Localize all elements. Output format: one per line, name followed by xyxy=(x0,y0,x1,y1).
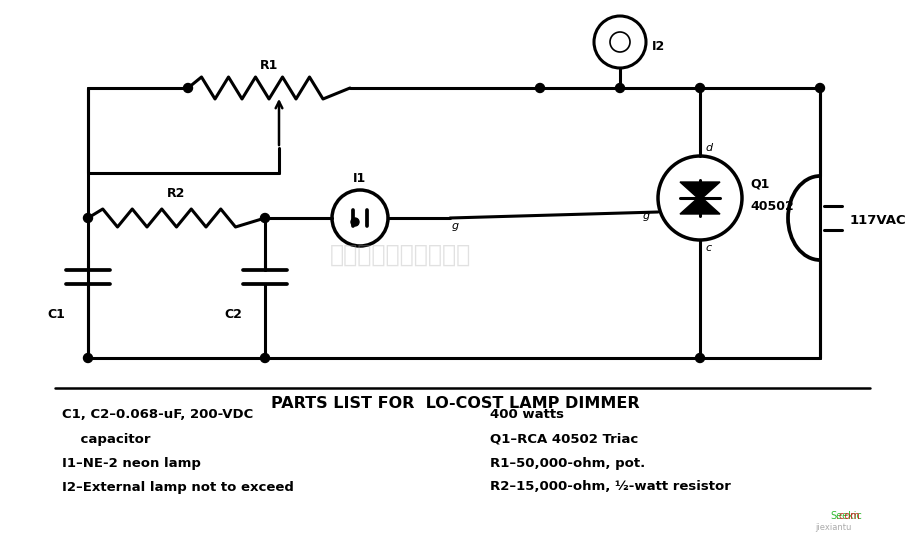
Text: 杭州将睷科技有限公司: 杭州将睷科技有限公司 xyxy=(329,243,470,267)
Text: Seekic: Seekic xyxy=(830,511,862,521)
Text: capacitor: capacitor xyxy=(62,433,150,446)
Circle shape xyxy=(815,84,824,92)
Circle shape xyxy=(695,354,704,362)
Circle shape xyxy=(535,84,544,92)
Circle shape xyxy=(351,218,359,226)
Text: I2: I2 xyxy=(652,40,665,53)
Text: .com: .com xyxy=(836,511,860,521)
Circle shape xyxy=(695,84,704,92)
Text: 40502: 40502 xyxy=(750,199,794,213)
Circle shape xyxy=(184,84,193,92)
Text: I1: I1 xyxy=(353,172,367,185)
Text: R1–50,000-ohm, pot.: R1–50,000-ohm, pot. xyxy=(490,456,645,469)
Circle shape xyxy=(260,213,269,222)
Circle shape xyxy=(84,354,93,362)
Polygon shape xyxy=(680,182,720,200)
Text: Q1–RCA 40502 Triac: Q1–RCA 40502 Triac xyxy=(490,433,638,446)
Circle shape xyxy=(84,213,93,222)
Text: jiexiantu: jiexiantu xyxy=(814,523,851,531)
Text: C1, C2–0.068-uF, 200-VDC: C1, C2–0.068-uF, 200-VDC xyxy=(62,408,253,422)
Text: 117VAC: 117VAC xyxy=(850,213,906,226)
Text: C1: C1 xyxy=(47,307,65,321)
Text: g: g xyxy=(452,221,460,231)
Text: R1: R1 xyxy=(260,59,278,72)
Text: I1–NE-2 neon lamp: I1–NE-2 neon lamp xyxy=(62,456,201,469)
Text: d: d xyxy=(705,143,713,153)
Circle shape xyxy=(615,84,624,92)
Text: C2: C2 xyxy=(224,307,242,321)
Text: R2: R2 xyxy=(167,187,186,200)
Text: 400 watts: 400 watts xyxy=(490,408,564,422)
Text: c: c xyxy=(705,243,711,253)
Polygon shape xyxy=(680,196,720,214)
Text: PARTS LIST FOR  LO-COST LAMP DIMMER: PARTS LIST FOR LO-COST LAMP DIMMER xyxy=(270,396,640,411)
Text: I2–External lamp not to exceed: I2–External lamp not to exceed xyxy=(62,481,294,494)
Text: Q1: Q1 xyxy=(750,178,769,191)
Circle shape xyxy=(260,354,269,362)
Text: R2–15,000-ohm, ½-watt resistor: R2–15,000-ohm, ½-watt resistor xyxy=(490,481,731,494)
Text: g: g xyxy=(642,211,650,221)
